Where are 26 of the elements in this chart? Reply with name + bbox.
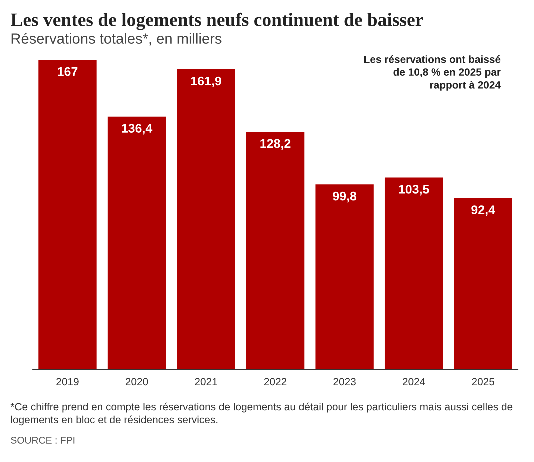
bar [108,116,166,370]
annotation: Les réservations ont baissé de 10,8 % en 2025 par rapport à 2024 [364,56,501,91]
data-label: 136,4 [122,124,153,135]
x-tick-label: 2025 [472,378,494,386]
bar [38,60,97,370]
source-note: SOURCE : FPI [11,437,75,444]
chart-subtitle: Réservations totales*, en milliers [12,33,222,46]
data-label: 99,8 [333,192,357,203]
data-label: 103,5 [399,185,430,196]
x-tick-label: 2022 [264,378,287,386]
bar [454,198,512,370]
chart-title: Les ventes de logements neufs continuent de baisser [11,12,424,30]
bar [384,178,444,370]
data-label: 167 [58,67,78,76]
data-label: 128,2 [260,139,291,150]
bar [246,132,305,370]
x-tick-label: 2021 [195,378,218,386]
x-tick-label: 2020 [126,378,148,386]
x-tick-label: 2024 [403,378,426,386]
text: *Ce chiffre prend en compte les réservations de logements au détail pour les particuliers mais aussi celles de logements en bloc et de résidences services. [10,402,513,426]
bar [177,70,236,370]
data-label: 92,4 [472,206,496,216]
bar [316,184,374,370]
x-tick-label: 2019 [56,378,79,386]
data-label: 161,9 [191,76,222,88]
x-tick-label: 2023 [334,378,356,386]
